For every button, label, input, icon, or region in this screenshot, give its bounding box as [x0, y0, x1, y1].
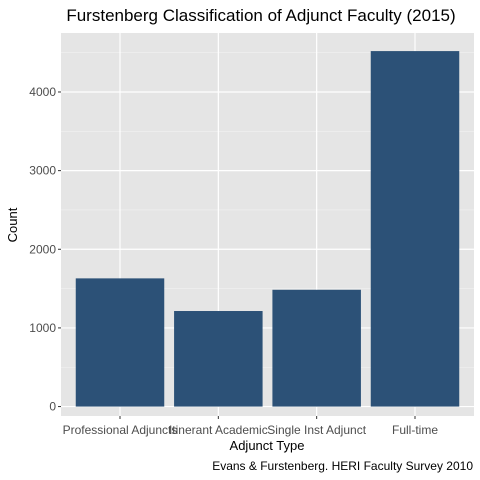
y-tick-label: 0: [49, 400, 56, 414]
x-tick-label: Full-time: [392, 423, 438, 437]
x-tick-label: Single Inst Adjunct: [267, 423, 366, 437]
y-axis-ticks: 0 1000 2000 3000 4000: [29, 85, 61, 414]
y-tick-label: 4000: [29, 85, 56, 99]
y-tick-label: 3000: [29, 164, 56, 178]
bar-single-inst-adjunct: [272, 289, 361, 407]
y-tick-label: 2000: [29, 242, 56, 256]
chart-title: Furstenberg Classification of Adjunct Fa…: [66, 6, 455, 25]
bar-itinerant-academic: [174, 311, 263, 407]
bar-full-time: [370, 51, 460, 407]
chart-caption: Evans & Furstenberg. HERI Faculty Survey…: [212, 459, 473, 473]
x-tick-label: Itinerant Academic: [169, 423, 268, 437]
y-tick-label: 1000: [29, 321, 56, 335]
bars: [75, 51, 460, 407]
y-axis-title: Count: [5, 207, 20, 242]
bar-professional-adjuncts: [75, 278, 165, 407]
x-axis-title: Adjunct Type: [230, 438, 305, 453]
x-tick-label: Professional Adjuncts: [63, 423, 178, 437]
